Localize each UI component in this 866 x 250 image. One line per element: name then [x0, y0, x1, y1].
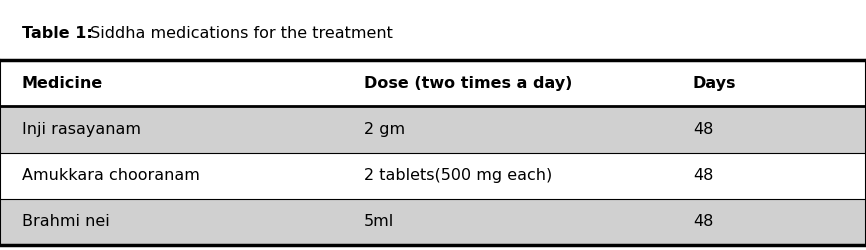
Text: Dose (two times a day): Dose (two times a day) [364, 76, 572, 90]
Bar [0, 199, 866, 245]
Text: Table 1:: Table 1: [22, 26, 93, 41]
Bar [0, 152, 866, 199]
Text: 48: 48 [693, 168, 714, 183]
Text: 2 gm: 2 gm [364, 122, 404, 137]
Text: Brahmi nei: Brahmi nei [22, 214, 109, 230]
Text: 48: 48 [693, 122, 714, 137]
Bar [0, 106, 866, 152]
Text: Amukkara chooranam: Amukkara chooranam [22, 168, 199, 183]
Text: 5ml: 5ml [364, 214, 394, 230]
Text: Siddha medications for the treatment: Siddha medications for the treatment [85, 26, 393, 41]
Bar [0, 60, 866, 106]
Text: 2 tablets(500 mg each): 2 tablets(500 mg each) [364, 168, 552, 183]
Text: Inji rasayanam: Inji rasayanam [22, 122, 140, 137]
Text: Days: Days [693, 76, 736, 90]
Text: Medicine: Medicine [22, 76, 103, 90]
Text: 48: 48 [693, 214, 714, 230]
